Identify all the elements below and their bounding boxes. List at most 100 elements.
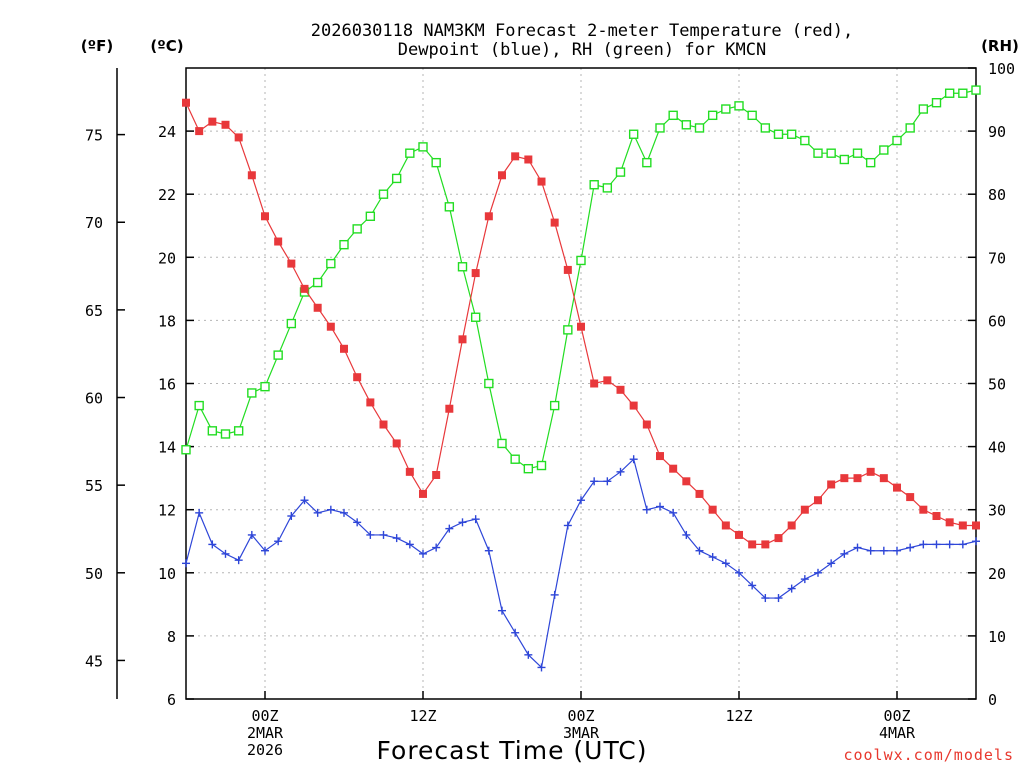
- rh-point: [352, 224, 362, 234]
- time-tick-label: 12Z: [409, 707, 436, 725]
- rh-point: [905, 123, 915, 133]
- rh-point: [273, 350, 283, 360]
- celsius-axis-ticks: 6 8 10 12 14 16 18 20 22 24: [158, 123, 194, 709]
- rh-point: [800, 135, 810, 146]
- time-tick-label: 2MAR: [247, 724, 284, 742]
- 2-meter-temperature-point: [353, 373, 362, 382]
- dewpoint-point: [261, 546, 269, 555]
- dewpoint-point: [300, 496, 309, 505]
- dewpoint-point: [366, 530, 375, 539]
- dewpoint-point: [419, 549, 427, 558]
- rh-point: [207, 426, 218, 436]
- dewpoint-point: [405, 540, 414, 549]
- dewpoint-point: [814, 568, 822, 577]
- rh-point: [826, 148, 836, 158]
- celsius-tick-label: 22: [158, 186, 176, 204]
- dewpoint-point: [550, 590, 559, 599]
- rh-point: [865, 157, 876, 168]
- 2-meter-temperature-point: [827, 480, 836, 489]
- 2-meter-temperature-point: [958, 521, 967, 530]
- 2-meter-temperature-point: [550, 218, 559, 227]
- rh-point: [668, 110, 678, 121]
- dewpoint-point: [879, 546, 888, 555]
- rh-point: [642, 157, 652, 168]
- rh-point: [918, 104, 929, 114]
- 2-meter-temperature-point: [247, 171, 256, 180]
- 2-meter-temperature-point: [340, 344, 348, 353]
- rh-point: [694, 123, 705, 133]
- dewpoint-point: [906, 543, 915, 552]
- rh-point: [470, 312, 481, 322]
- rh-point: [563, 325, 573, 335]
- 2-meter-temperature-point: [313, 303, 322, 312]
- dewpoint-point: [326, 505, 335, 514]
- 2-meter-temperature-point: [695, 489, 704, 498]
- dewpoint-point: [682, 530, 691, 539]
- 2-meter-temperature-point: [379, 420, 388, 429]
- dewpoint-point: [761, 594, 770, 603]
- time-tick-label: 3MAR: [563, 724, 600, 742]
- rh-tick-label: 60: [988, 312, 1006, 330]
- 2-meter-temperature-point: [458, 335, 467, 344]
- dewpoint-point: [577, 496, 585, 505]
- dewpoint-point: [195, 508, 204, 517]
- dewpoint-point: [537, 663, 546, 672]
- dewpoint-point: [458, 518, 467, 527]
- plot-frame: [185, 67, 977, 700]
- dewpoint-point: [972, 537, 980, 546]
- dewpoint-point: [616, 467, 625, 476]
- 2-meter-temperature-point: [182, 98, 190, 107]
- 2-meter-temperature-point: [405, 467, 414, 476]
- 2-meter-temperature-point: [748, 540, 757, 549]
- 2-meter-temperature-point: [603, 376, 612, 385]
- fahrenheit-tick-label: 50: [85, 565, 103, 583]
- rh-point: [602, 183, 613, 193]
- rh-point: [194, 400, 204, 411]
- rh-point: [444, 202, 455, 212]
- celsius-tick-label: 8: [167, 628, 176, 646]
- 2-meter-temperature-series: [182, 98, 980, 549]
- 2-meter-temperature-point: [682, 477, 691, 486]
- rh-point: [378, 189, 389, 199]
- 2-meter-temperature-point: [945, 518, 954, 527]
- 2-meter-temperature-point: [879, 474, 888, 483]
- rh-point: [549, 400, 560, 411]
- dewpoint-point: [642, 505, 651, 514]
- 2-meter-temperature-point: [616, 385, 625, 394]
- rh-point: [760, 123, 771, 133]
- rh-tick-label: 70: [988, 249, 1006, 267]
- dewpoint-point: [721, 559, 730, 568]
- rh-point: [879, 145, 889, 155]
- dewpoint-line: [185, 458, 977, 669]
- rh-point: [813, 148, 823, 158]
- time-tick-label: 00Z: [883, 707, 910, 725]
- rh-point: [589, 180, 599, 190]
- 2-meter-temperature-point: [524, 155, 533, 164]
- rh-point: [747, 110, 757, 121]
- dewpoint-point: [669, 508, 678, 517]
- dewpoint-point: [432, 543, 441, 552]
- 2-meter-temperature-point: [261, 212, 269, 221]
- rh-point: [773, 129, 784, 139]
- dewpoint-point: [511, 628, 520, 637]
- dewpoint-point: [853, 543, 862, 552]
- fahrenheit-tick-label: 65: [85, 302, 103, 320]
- dewpoint-point: [471, 515, 480, 524]
- rh-point: [971, 85, 981, 95]
- dewpoint-point: [313, 508, 322, 517]
- dewpoint-point: [629, 455, 638, 464]
- 2-meter-temperature-point: [893, 483, 901, 492]
- rh-point: [655, 123, 665, 133]
- fahrenheit-tick-label: 45: [85, 652, 103, 670]
- rh-tick-label: 90: [988, 123, 1006, 141]
- dewpoint-point: [353, 518, 362, 527]
- 2-meter-temperature-point: [445, 404, 454, 413]
- 2-meter-temperature-point: [774, 534, 783, 543]
- celsius-tick-label: 10: [158, 565, 176, 583]
- dewpoint-point: [590, 477, 599, 486]
- rh-tick-label: 0: [988, 691, 997, 709]
- dewpoint-point: [274, 537, 283, 546]
- credit-label: coolwx.com/models: [843, 746, 1014, 764]
- dewpoint-series: [182, 455, 980, 672]
- rh-point: [312, 277, 323, 288]
